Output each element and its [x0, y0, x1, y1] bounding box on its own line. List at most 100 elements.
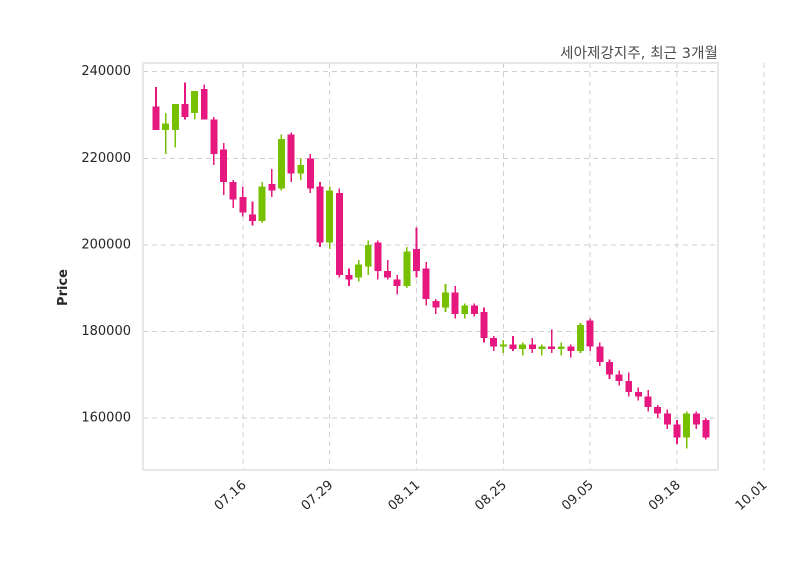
- candlestick: [461, 303, 469, 319]
- candlestick: [528, 337, 536, 354]
- candlestick: [220, 143, 228, 196]
- candlestick: [306, 153, 314, 193]
- candle-body: [461, 305, 469, 315]
- candlestick: [413, 227, 420, 278]
- y-tick-labels: 160000 180000 200000 220000 240000: [81, 64, 131, 425]
- candlestick: [229, 179, 237, 209]
- candle-body: [268, 184, 276, 191]
- candlestick: [548, 329, 556, 354]
- candle-body: [528, 344, 536, 349]
- candlestick: [162, 112, 170, 154]
- candlestick: [586, 318, 594, 351]
- candle-body: [191, 91, 199, 113]
- candle-body: [644, 396, 652, 408]
- candle-body: [210, 119, 218, 154]
- candlestick: [191, 91, 199, 120]
- candle-body: [451, 292, 459, 315]
- candle-body: [432, 301, 440, 308]
- y-tick-label: 220000: [81, 151, 131, 166]
- candlestick: [152, 86, 160, 131]
- candle-body: [692, 413, 700, 425]
- candle-body: [422, 268, 430, 299]
- candlestick: [181, 82, 189, 120]
- x-tick-label: 09.05: [559, 478, 597, 514]
- candlestick: [683, 411, 691, 449]
- candlestick: [557, 342, 565, 356]
- candle-body: [306, 158, 314, 189]
- candlestick: [692, 411, 700, 429]
- candle-body: [403, 251, 411, 286]
- candlestick: [644, 389, 652, 412]
- candlestick: [422, 262, 430, 306]
- y-tick-label: 240000: [81, 64, 131, 79]
- candle-body: [239, 197, 247, 213]
- candle-body: [625, 381, 633, 393]
- x-tick-labels: 07.16 07.29 08.11 08.25 09.05 09.18 10.01: [212, 478, 771, 514]
- candle-body: [287, 134, 295, 174]
- x-tick-label: 08.25: [472, 478, 510, 514]
- candlestick: [615, 370, 623, 386]
- candlestick: [663, 409, 671, 429]
- candlestick: [509, 335, 517, 351]
- y-tick-label: 200000: [81, 237, 131, 252]
- candlestick: [384, 260, 392, 280]
- candle-body: [596, 346, 604, 362]
- candlestick: [625, 372, 633, 397]
- candlestick: [480, 307, 488, 343]
- candlestick: [200, 84, 208, 120]
- candle-body: [499, 344, 507, 347]
- candle-body: [374, 242, 382, 271]
- candle-body: [229, 182, 237, 200]
- candlestick: [538, 344, 546, 356]
- plot-border: [142, 62, 719, 471]
- candle-body: [316, 186, 324, 243]
- candlestick-series: [152, 82, 710, 449]
- candle-body: [557, 346, 565, 349]
- candle-body: [393, 279, 401, 286]
- candlestick: [654, 405, 662, 419]
- candle-body: [702, 420, 710, 438]
- candle-body: [683, 413, 691, 438]
- candle-body: [297, 164, 305, 174]
- candlestick: [451, 285, 459, 319]
- candle-body: [181, 104, 189, 118]
- candlestick: [673, 420, 681, 445]
- candle-body: [567, 346, 575, 351]
- candle-body: [326, 190, 334, 243]
- candlestick: [297, 158, 305, 180]
- candle-body: [258, 186, 266, 222]
- candlestick: [519, 342, 527, 356]
- candlestick: [393, 275, 401, 295]
- candlestick: [249, 201, 256, 226]
- candlestick: [596, 342, 604, 367]
- x-tick-label: 09.18: [646, 478, 684, 514]
- candle-body: [249, 214, 256, 222]
- candle-body: [634, 392, 642, 397]
- x-tick-label: 08.11: [385, 478, 423, 514]
- candle-body: [577, 324, 584, 351]
- candlestick: [316, 182, 324, 248]
- x-tick-label: 10.01: [733, 478, 771, 514]
- candlestick: [326, 186, 334, 250]
- candlestick: [210, 117, 218, 165]
- candle-body: [509, 344, 517, 349]
- candlestick: [364, 240, 372, 276]
- candle-body: [413, 249, 420, 271]
- candle-body: [441, 292, 449, 308]
- candlestick: [403, 247, 411, 289]
- y-tick-label: 160000: [81, 411, 131, 426]
- candlestick: [239, 186, 247, 217]
- candle-body: [364, 244, 372, 267]
- candle-body: [470, 305, 478, 315]
- candlestick: [355, 260, 363, 282]
- candle-body: [605, 361, 613, 375]
- candlestick: [374, 240, 382, 280]
- candle-body: [345, 275, 353, 280]
- candlestick: [277, 134, 285, 191]
- candlestick: [702, 418, 710, 440]
- candlestick: [287, 132, 295, 183]
- candle-body: [548, 346, 556, 349]
- candle-body: [654, 407, 662, 414]
- candlestick: [345, 268, 353, 286]
